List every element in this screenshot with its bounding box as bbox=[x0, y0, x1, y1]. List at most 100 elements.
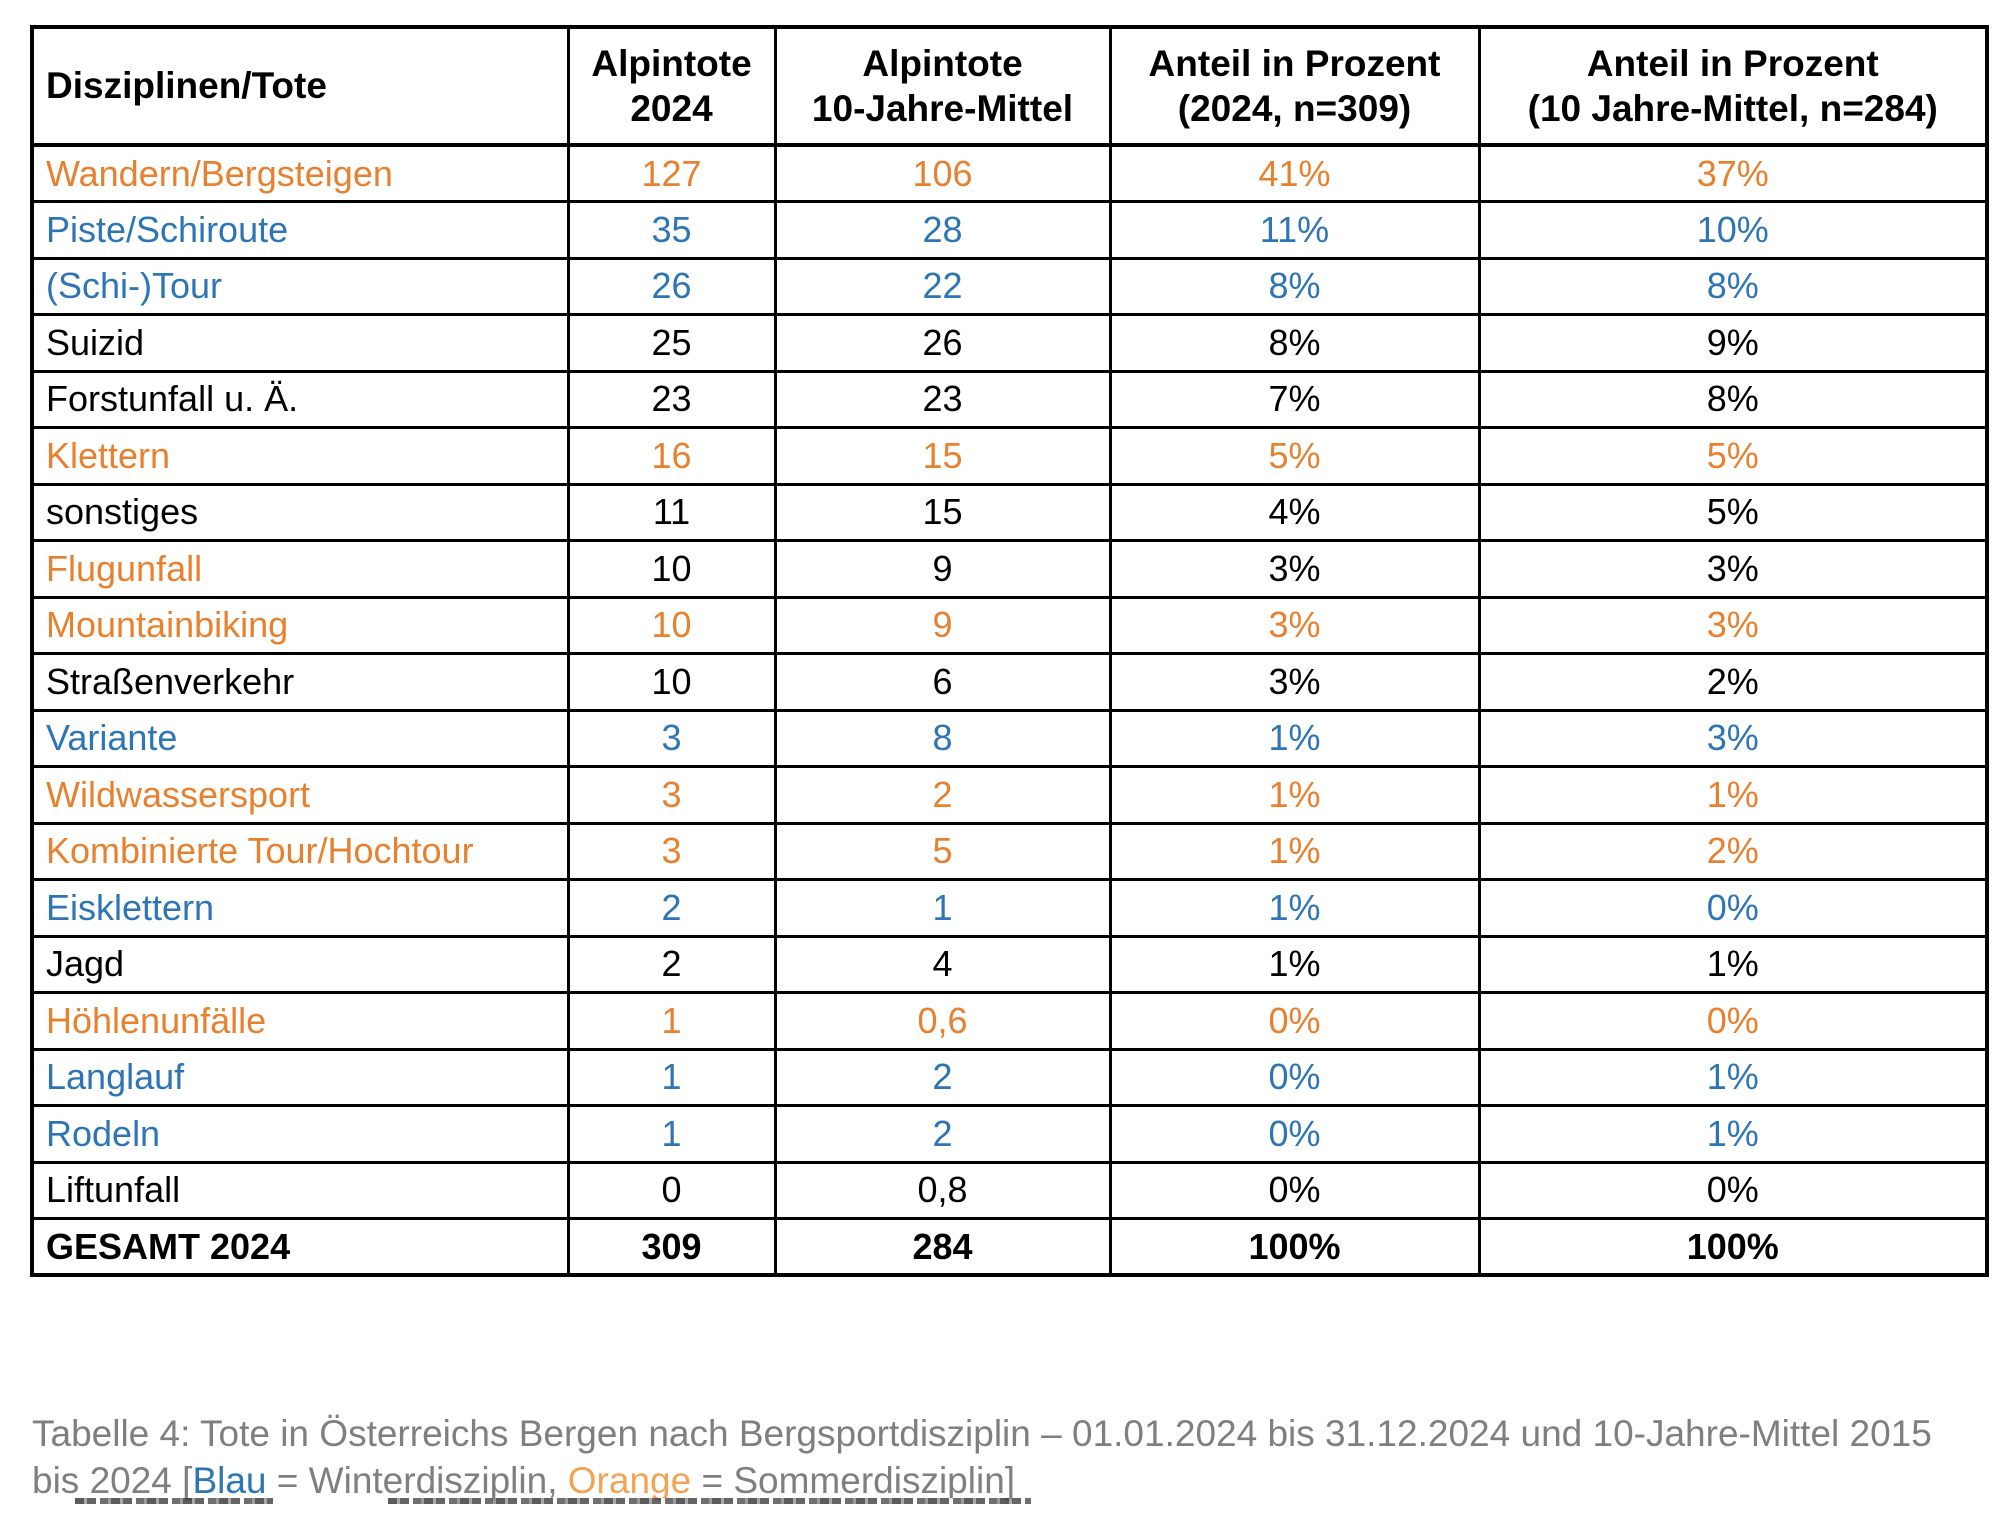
caption-segment: bis 2024 [ bbox=[32, 1460, 193, 1501]
cell-share-2024: 3% bbox=[1108, 539, 1481, 599]
cell-deaths-2024: 10 bbox=[566, 595, 777, 655]
cell-discipline: Eisklettern bbox=[30, 878, 570, 938]
table-row: Variante 3 8 1% 3% bbox=[30, 708, 1989, 768]
cell-share-10y-mean: 1% bbox=[1477, 1047, 1989, 1107]
table-row: Jagd 2 4 1% 1% bbox=[30, 934, 1989, 994]
cell-share-2024: 8% bbox=[1108, 256, 1481, 316]
cell-deaths-2024: 10 bbox=[566, 652, 777, 712]
cell-deaths-2024: 3 bbox=[566, 708, 777, 768]
cell-discipline: Mountainbiking bbox=[30, 595, 570, 655]
cell-deaths-2024: 23 bbox=[566, 369, 777, 429]
cell-share-2024: 0% bbox=[1108, 1160, 1481, 1220]
cell-deaths-10y-mean: 9 bbox=[773, 539, 1112, 599]
cell-deaths-2024: 11 bbox=[566, 482, 777, 542]
cell-discipline: Wandern/Bergsteigen bbox=[30, 143, 570, 203]
table-caption: Tabelle 4: Tote in Österreichs Bergen na… bbox=[32, 1410, 1984, 1504]
cell-deaths-2024: 3 bbox=[566, 821, 777, 881]
caption-line: bis 2024 [Blau = Winterdisziplin, Orange… bbox=[32, 1457, 1984, 1504]
table-row: Klettern 16 15 5% 5% bbox=[30, 426, 1989, 486]
cell-discipline: (Schi-)Tour bbox=[30, 256, 570, 316]
cell-deaths-10y-mean: 2 bbox=[773, 1104, 1112, 1164]
cell-deaths-10y-mean: 106 bbox=[773, 143, 1112, 203]
cell-discipline: Suizid bbox=[30, 313, 570, 373]
header-cell-0: Disziplinen/Tote bbox=[30, 25, 570, 147]
cell-deaths-10y-mean: 22 bbox=[773, 256, 1112, 316]
cell-share-10y-mean: 8% bbox=[1477, 369, 1989, 429]
table-row: Rodeln 1 2 0% 1% bbox=[30, 1104, 1989, 1164]
cell-share-10y-mean: 0% bbox=[1477, 991, 1989, 1051]
cell-share-2024: 4% bbox=[1108, 482, 1481, 542]
cell-deaths-10y-mean: 6 bbox=[773, 652, 1112, 712]
header-cell-2: Alpintote 10-Jahre-Mittel bbox=[773, 25, 1112, 147]
table-row: sonstiges 11 15 4% 5% bbox=[30, 482, 1989, 542]
cell-discipline: Klettern bbox=[30, 426, 570, 486]
caption-segment: Tabelle 4: Tote in Österreichs Bergen na… bbox=[32, 1413, 1932, 1454]
cell-share-10y-mean: 10% bbox=[1477, 200, 1989, 260]
cell-deaths-2024: 2 bbox=[566, 934, 777, 994]
cell-deaths-10y-mean: 15 bbox=[773, 482, 1112, 542]
table-row: Wandern/Bergsteigen 127 106 41% 37% bbox=[30, 143, 1989, 203]
cell-share-2024: 1% bbox=[1108, 878, 1481, 938]
cell-share-2024: 1% bbox=[1108, 821, 1481, 881]
cell-share-10y-mean: 3% bbox=[1477, 539, 1989, 599]
cell-deaths-10y-mean: 2 bbox=[773, 765, 1112, 825]
cell-discipline: Variante bbox=[30, 708, 570, 768]
cell-deaths-10y-mean: 8 bbox=[773, 708, 1112, 768]
cell-deaths-2024: 1 bbox=[566, 1047, 777, 1107]
table-row: Eisklettern 2 1 1% 0% bbox=[30, 878, 1989, 938]
cell-discipline: Rodeln bbox=[30, 1104, 570, 1164]
table-row: (Schi-)Tour 26 22 8% 8% bbox=[30, 256, 1989, 316]
cell-discipline: Langlauf bbox=[30, 1047, 570, 1107]
cell-share-10y-mean: 2% bbox=[1477, 652, 1989, 712]
cell-share-2024: 7% bbox=[1108, 369, 1481, 429]
cell-discipline: Forstunfall u. Ä. bbox=[30, 369, 570, 429]
table-row: Straßenverkehr 10 6 3% 2% bbox=[30, 652, 1989, 712]
cell-discipline: sonstiges bbox=[30, 482, 570, 542]
cell-deaths-10y-mean: 9 bbox=[773, 595, 1112, 655]
cell-deaths-2024: 127 bbox=[566, 143, 777, 203]
cell-deaths-2024: 0 bbox=[566, 1160, 777, 1220]
cell-share-2024: 0% bbox=[1108, 991, 1481, 1051]
cell-deaths-10y-mean: 28 bbox=[773, 200, 1112, 260]
cell-deaths-10y-mean: 23 bbox=[773, 369, 1112, 429]
cell-deaths-10y-mean: 0,6 bbox=[773, 991, 1112, 1051]
cell-share-10y-mean: 0% bbox=[1477, 878, 1989, 938]
cell-deaths-10y-mean: 1 bbox=[773, 878, 1112, 938]
header-row: Disziplinen/Tote Alpintote 2024 Alpintote … bbox=[30, 25, 1989, 147]
cell-discipline: GESAMT 2024 bbox=[30, 1217, 570, 1277]
header-cell-3: Anteil in Prozent (2024, n=309) bbox=[1108, 25, 1481, 147]
table-row: Höhlenunfälle 1 0,6 0% 0% bbox=[30, 991, 1989, 1051]
table-row: Kombinierte Tour/Hochtour 3 5 1% 2% bbox=[30, 821, 1989, 881]
caption-segment: = Winterdisziplin, bbox=[266, 1460, 568, 1501]
cell-share-2024: 1% bbox=[1108, 708, 1481, 768]
table-row: Piste/Schiroute 35 28 11% 10% bbox=[30, 200, 1989, 260]
cell-discipline: Höhlenunfälle bbox=[30, 991, 570, 1051]
cell-share-10y-mean: 1% bbox=[1477, 1104, 1989, 1164]
cropped-text-remnant bbox=[75, 1498, 273, 1504]
cell-share-10y-mean: 9% bbox=[1477, 313, 1989, 373]
cell-deaths-2024: 16 bbox=[566, 426, 777, 486]
caption-line: Tabelle 4: Tote in Österreichs Bergen na… bbox=[32, 1410, 1984, 1457]
cell-share-2024: 3% bbox=[1108, 595, 1481, 655]
cell-share-10y-mean: 2% bbox=[1477, 821, 1989, 881]
cell-share-10y-mean: 3% bbox=[1477, 595, 1989, 655]
cell-share-2024: 1% bbox=[1108, 765, 1481, 825]
cell-share-10y-mean: 3% bbox=[1477, 708, 1989, 768]
cell-share-2024: 11% bbox=[1108, 200, 1481, 260]
cropped-text-remnant bbox=[388, 1498, 1031, 1504]
cell-share-2024: 41% bbox=[1108, 143, 1481, 203]
cell-deaths-10y-mean: 284 bbox=[773, 1217, 1112, 1277]
cell-share-10y-mean: 1% bbox=[1477, 765, 1989, 825]
caption-segment: Blau bbox=[192, 1460, 267, 1501]
cell-deaths-10y-mean: 0,8 bbox=[773, 1160, 1112, 1220]
cell-deaths-2024: 3 bbox=[566, 765, 777, 825]
cell-share-2024: 1% bbox=[1108, 934, 1481, 994]
cell-deaths-2024: 25 bbox=[566, 313, 777, 373]
cell-discipline: Piste/Schiroute bbox=[30, 200, 570, 260]
cell-share-10y-mean: 5% bbox=[1477, 482, 1989, 542]
cell-discipline: Wildwassersport bbox=[30, 765, 570, 825]
cell-deaths-2024: 35 bbox=[566, 200, 777, 260]
cell-discipline: Jagd bbox=[30, 934, 570, 994]
table-row: GESAMT 2024 309 284 100% 100% bbox=[30, 1217, 1989, 1277]
cell-deaths-10y-mean: 2 bbox=[773, 1047, 1112, 1107]
